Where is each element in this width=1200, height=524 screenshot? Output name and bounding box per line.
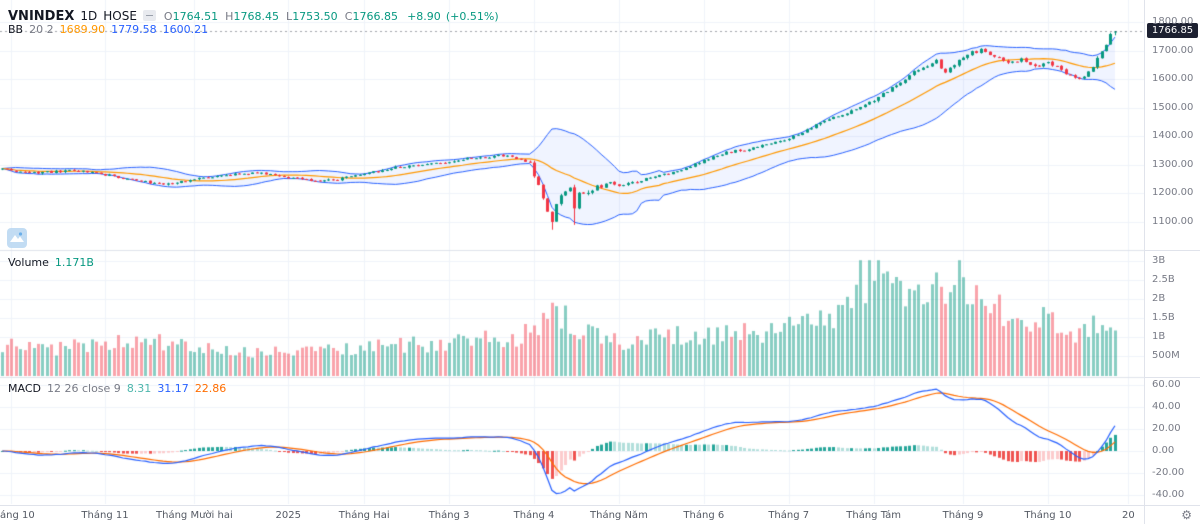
bb-params: 20 2 [29,23,54,36]
low-value: 1753.50 [292,10,338,23]
price-tick-label: 1300.00 [1152,158,1194,170]
settings-gear-icon[interactable]: ⚙ [1181,508,1192,522]
open-value: 1764.51 [172,10,219,23]
volume-tick-label: 500M [1152,350,1180,361]
time-axis[interactable]: Tháng 10 Tháng 11 Tháng Mười hai 2025 Tháng … [0,505,1144,524]
price-tick-label: 1100.00 [1152,216,1194,227]
broker-logo-icon [7,228,27,252]
time-tick-label: 20 [1121,510,1135,521]
price-tick-label: 1400.00 [1152,130,1194,142]
bb-legend[interactable]: BB 20 2 1689.90 1779.58 1600.21 [8,23,208,36]
volume-legend[interactable]: Volume 1.171B [8,256,94,269]
macd-tick-label: 0.00 [1152,445,1175,456]
price-tick-label: 1700.00 [1152,44,1194,56]
macd-name: MACD [8,382,41,395]
price-tick-label: 1600.00 [1152,73,1194,85]
macd-line-value: 31.17 [157,382,189,395]
change-percent: (+0.51%) [445,10,499,23]
high-label: H [225,10,234,23]
price-tick-label: 1500.00 [1152,101,1194,113]
time-tick-label: Tháng Tám [846,510,902,521]
symbol-name[interactable]: VNINDEX [8,9,75,24]
exchange-label[interactable]: HOSE [103,9,137,23]
volume-tick-label: 3B [1152,255,1166,266]
pane-separator [1145,250,1200,251]
time-tick-label: Tháng 9 [942,510,984,521]
time-tick-label: Tháng 11 [81,510,129,521]
price-tick-label: 1800.00 [1152,16,1194,27]
bb-lower-value: 1600.21 [162,23,209,36]
price-tick-label: 1200.00 [1152,187,1194,199]
high-value: 1768.45 [233,10,279,23]
volume-tick-label: 1B [1152,331,1166,342]
time-tick-label: Tháng Mười hai [156,510,233,521]
volume-tick-label: 2B [1152,293,1166,304]
pane-separator [1145,377,1200,378]
time-tick-label: Tháng 7 [768,510,810,521]
time-tick-label: Tháng Năm [590,510,648,521]
time-tick-label: Tháng 3 [428,510,470,521]
chart-canvas[interactable] [0,0,1144,505]
volume-tick-label: 1.5B [1152,312,1175,323]
volume-tick-label: 2.5B [1152,274,1175,285]
time-tick-label: Tháng 4 [513,510,555,521]
macd-signal-value: 22.86 [194,382,227,395]
symbol-legend: VNINDEX 1D HOSE O1764.51 H1768.45 L1753.… [8,5,499,24]
macd-tick-label: -40.00 [1152,489,1185,500]
price-axis[interactable]: 1766.85 1800.00 1700.00 1600.00 1500.00 1400… [1144,0,1200,505]
low-label: L [286,10,293,23]
interval-label[interactable]: 1D [80,9,98,23]
last-price-badge: 1766.85 [1147,23,1198,39]
macd-tick-label: 20.00 [1152,423,1181,434]
time-tick-label: Tháng Hai [338,510,390,521]
volume-name: Volume [8,256,49,269]
volume-value: 1.171B [54,256,94,269]
macd-hist-value: 8.31 [126,382,152,395]
macd-legend[interactable]: MACD 12 26 close 9 8.31 31.17 22.86 [8,382,226,395]
close-label: C [344,10,353,23]
close-value: 1766.85 [352,10,398,23]
time-tick-label: Tháng 10 [1024,510,1072,521]
open-label: O [163,10,173,23]
time-tick-label: Tháng 6 [683,510,725,521]
macd-params: 12 26 close 9 [46,382,121,395]
axis-corner: ⚙ [1144,505,1200,524]
macd-tick-label: -20.00 [1152,467,1185,478]
bb-basis-value: 1689.90 [59,23,106,36]
time-tick-label: 2025 [275,510,301,521]
time-tick-label: Tháng 10 [0,510,35,521]
bb-upper-value: 1779.58 [111,23,157,36]
change-value: +8.90 [407,10,441,23]
ohlc-readout: O1764.51 H1768.45 L1753.50 C1766.85 +8.9… [162,5,499,24]
macd-tick-label: 60.00 [1152,379,1181,390]
bb-name: BB [8,23,24,36]
macd-tick-label: 40.00 [1152,401,1181,412]
symbol-menu-icon[interactable] [142,10,156,21]
